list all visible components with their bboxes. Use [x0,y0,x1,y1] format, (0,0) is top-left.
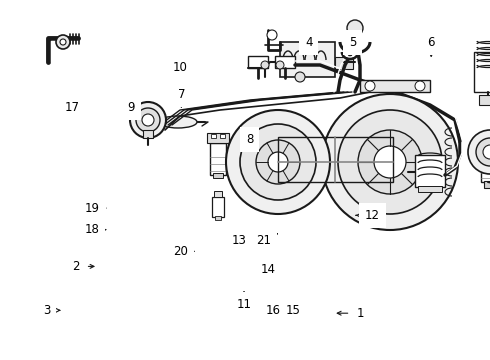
Text: 16: 16 [266,304,281,317]
Circle shape [226,110,330,214]
Text: 14: 14 [261,262,276,276]
Bar [479,95,490,105]
Bar [278,137,393,182]
Circle shape [476,138,490,166]
Bar [220,134,225,138]
Text: 7: 7 [177,88,185,107]
Circle shape [240,124,316,200]
Bar [418,186,442,192]
Bar [280,42,335,77]
Circle shape [338,110,442,214]
Circle shape [468,130,490,174]
Text: 19: 19 [85,202,106,215]
Circle shape [60,39,66,45]
Text: 2: 2 [72,260,94,273]
Text: 11: 11 [237,292,251,311]
Circle shape [276,61,284,69]
Text: 3: 3 [43,304,60,317]
Text: 20: 20 [173,245,194,258]
Bar [143,130,153,138]
Text: 9: 9 [127,101,135,115]
Text: 1: 1 [337,307,364,320]
Text: 8: 8 [246,133,254,147]
Text: 18: 18 [85,223,106,236]
Bar [392,132,404,150]
Text: 12: 12 [356,209,380,222]
Text: 15: 15 [286,304,300,317]
Bar [481,164,490,182]
Bar [213,173,223,178]
Bar [212,197,224,217]
Bar [207,133,229,143]
Text: 5: 5 [349,36,359,50]
Bar [248,56,268,68]
Circle shape [347,20,363,36]
Circle shape [365,81,375,91]
Circle shape [374,146,406,178]
Circle shape [295,72,305,82]
Bar [215,216,221,220]
Circle shape [56,35,70,49]
Text: 13: 13 [232,234,246,248]
Circle shape [483,145,490,159]
Circle shape [142,114,154,126]
Text: 4: 4 [305,36,315,50]
Circle shape [268,152,288,172]
Ellipse shape [159,116,197,128]
Bar [214,191,222,197]
Text: 17: 17 [65,101,80,114]
Circle shape [322,94,458,230]
Bar [275,56,295,68]
Circle shape [267,30,277,40]
Bar [335,57,353,69]
Circle shape [130,102,166,138]
Text: 21: 21 [256,234,277,247]
Bar [211,134,216,138]
Bar [415,155,445,187]
Text: 6: 6 [427,36,435,57]
Bar [210,143,226,175]
Circle shape [358,130,422,194]
Circle shape [261,61,269,69]
Circle shape [136,108,160,132]
Bar [360,80,430,92]
Circle shape [415,81,425,91]
Bar [484,181,490,188]
Text: 10: 10 [173,61,188,75]
Circle shape [256,140,300,184]
Circle shape [394,128,402,136]
Bar [474,52,490,92]
